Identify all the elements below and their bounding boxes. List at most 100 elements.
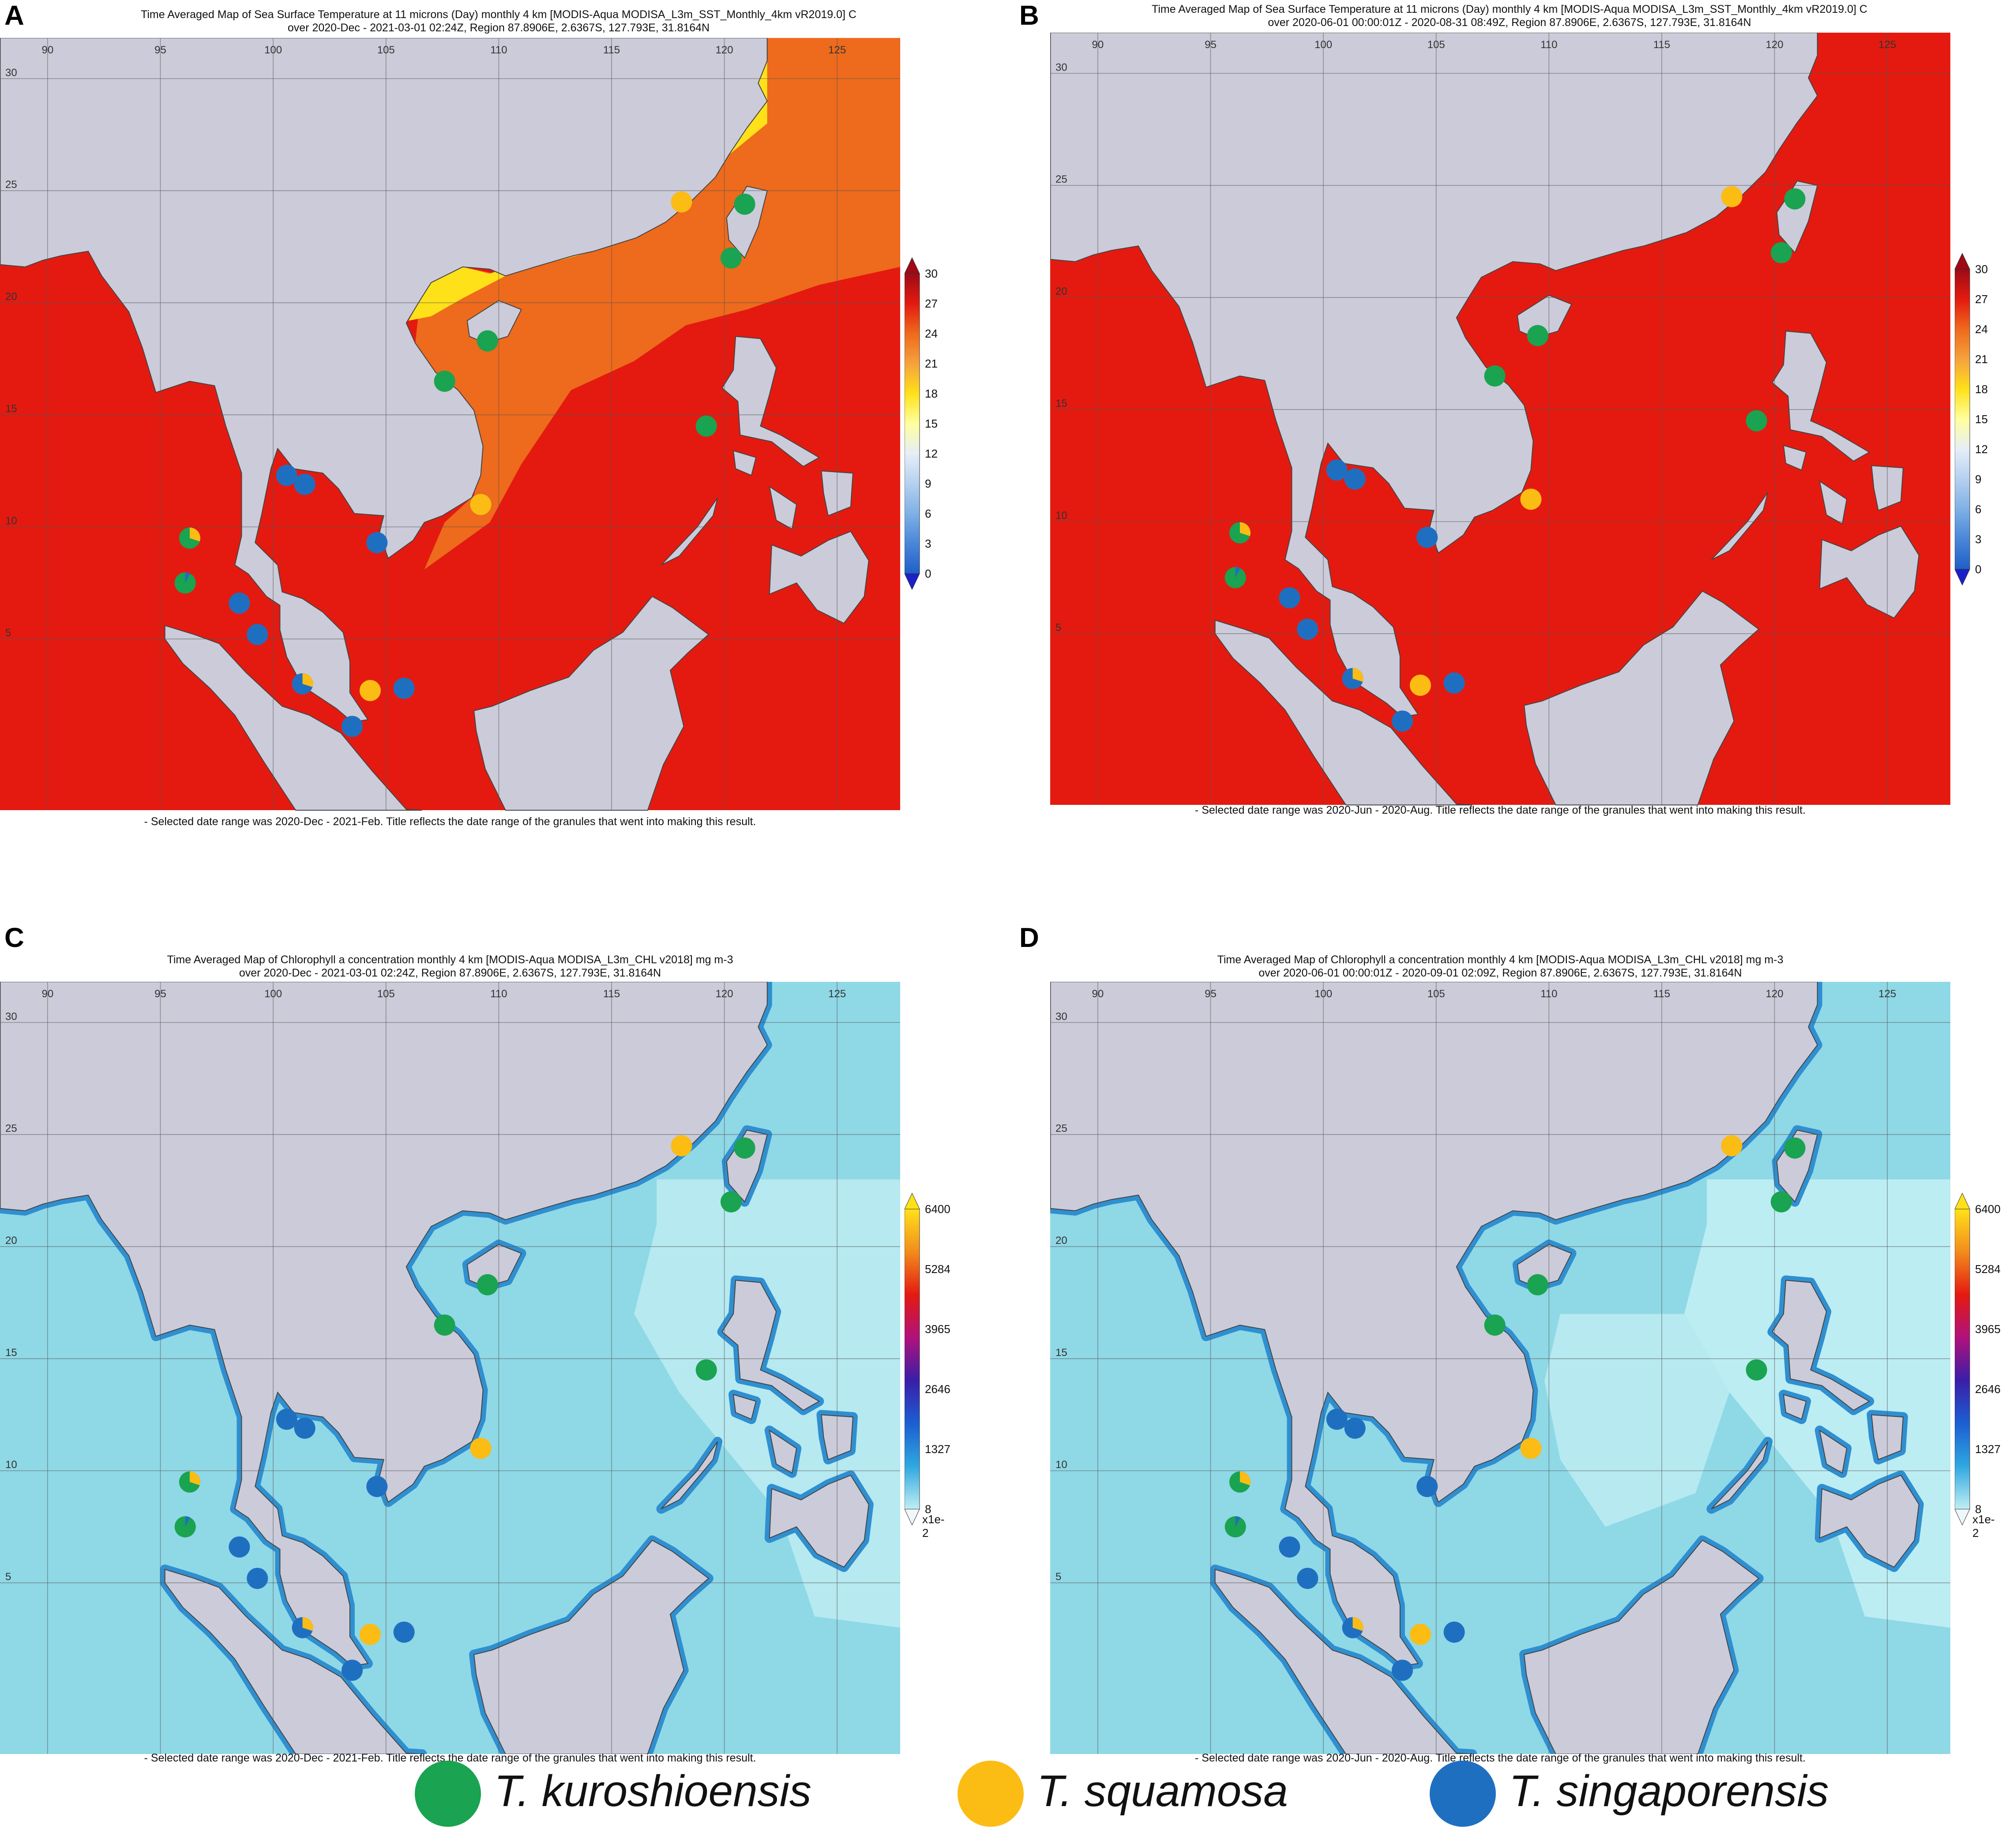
- land-mass: [1819, 1475, 1919, 1568]
- site-dot-kuroshioensis: [434, 1314, 455, 1336]
- lon-tick-label: 90: [1092, 39, 1104, 51]
- land-mass: [769, 1475, 869, 1568]
- lon-tick-label: 105: [1427, 988, 1445, 1000]
- colorbar-svg: [905, 257, 920, 590]
- land-mass: [0, 982, 768, 1667]
- site-dot-squamosa: [1721, 186, 1743, 207]
- sampling-site-marker: [1484, 1314, 1506, 1336]
- site-dot-singaporensis: [1344, 468, 1366, 490]
- sampling-site-marker: [1297, 618, 1318, 640]
- panel-title-line2: over 2020-Dec - 2021-03-01 02:24Z, Regio…: [287, 22, 710, 34]
- sampling-site-marker: [1409, 1623, 1431, 1645]
- sampling-site-marker: [179, 1471, 200, 1493]
- site-dot-singaporensis: [276, 1409, 297, 1430]
- lon-tick-label: 90: [1092, 988, 1104, 1000]
- lon-tick-label: 90: [41, 988, 53, 1000]
- sampling-site-marker: [359, 680, 381, 701]
- colorbar-min-arrow: [905, 1509, 920, 1526]
- sampling-site-marker: [470, 1438, 492, 1459]
- land-mass: [164, 1569, 422, 1754]
- sampling-site-marker: [1746, 1359, 1767, 1381]
- lon-tick-label: 110: [490, 988, 507, 1000]
- site-dot-singaporensis: [1416, 1476, 1438, 1497]
- sampling-site-marker: [247, 624, 268, 645]
- colorbar-tick-label: 21: [1975, 353, 1988, 366]
- lat-tick-label: 5: [1055, 1571, 1061, 1583]
- site-dot-kuroshioensis: [720, 1191, 742, 1213]
- sampling-site-marker: [734, 1137, 755, 1159]
- site-dot-squamosa: [470, 494, 492, 515]
- sampling-site-marker: [229, 592, 250, 614]
- colorbar-svg: [905, 1192, 920, 1526]
- sampling-site-marker: [292, 1617, 313, 1638]
- legend-label-kuroshioensis: T. kuroshioensis: [494, 1766, 811, 1816]
- sampling-site-marker: [174, 572, 196, 594]
- lat-tick-label: 30: [1055, 61, 1067, 73]
- lon-tick-label: 95: [154, 988, 166, 1000]
- site-dot-singaporensis: [229, 592, 250, 614]
- chl-map: 90 95 100 105 110 115 120 125 5 10 15 20 25 30: [0, 982, 900, 1754]
- sampling-site-marker: [434, 1314, 455, 1336]
- lat-tick-label: 30: [5, 67, 17, 79]
- lon-tick-label: 90: [41, 44, 53, 56]
- cool-sea-region: [415, 38, 900, 570]
- land-mass: [1524, 1540, 1760, 1754]
- sampling-site-marker: [734, 193, 755, 215]
- colorbar-unit-label: x1e-2: [1972, 1513, 1995, 1540]
- site-dot-singaporensis: [366, 532, 388, 553]
- sst-colorbar: 30 27 24 21 18 15 12 9 6 3 0: [1955, 252, 1988, 596]
- colorbar-tick-label: 3: [1975, 533, 1982, 546]
- colorbar-min-arrow: [905, 573, 920, 590]
- sampling-site-marker: [477, 1274, 498, 1296]
- land-mass: [732, 1394, 757, 1420]
- land-mass: [769, 1429, 797, 1474]
- sampling-site-marker: [276, 1409, 297, 1430]
- colorbar-min-arrow: [1955, 1509, 1970, 1526]
- sst-map: 90 95 100 105 110 115 120 125 5 10 15 20 25 30: [1050, 33, 1950, 806]
- lon-tick-label: 125: [1878, 988, 1896, 1000]
- oligotrophic-region: [1544, 1314, 1730, 1527]
- sampling-site-marker: [1279, 1536, 1300, 1558]
- colorbar-tick-label: 18: [925, 387, 938, 400]
- panel-footer: - Selected date range was 2020-Jun - 202…: [1194, 1752, 1806, 1764]
- site-dot-kuroshioensis: [1770, 1191, 1792, 1213]
- colorbar-tick-label: 3965: [925, 1322, 950, 1336]
- land-mass: [1524, 590, 1760, 806]
- lat-tick-label: 20: [5, 291, 17, 303]
- lat-tick-label: 5: [5, 1571, 11, 1583]
- colorbar-tick-label: 1327: [1975, 1442, 2001, 1456]
- site-dot-singaporensis: [393, 677, 415, 699]
- legend-swatch-singaporensis: [1430, 1761, 1496, 1827]
- site-dot-singaporensis: [1279, 1536, 1300, 1558]
- legend-swatch-squamosa: [958, 1761, 1024, 1827]
- lat-tick-label: 20: [1055, 1235, 1067, 1247]
- lon-tick-label: 100: [264, 44, 282, 56]
- sampling-site-marker: [1520, 1438, 1542, 1459]
- colorbar-max-arrow: [905, 1192, 920, 1209]
- site-dot-singaporensis: [229, 1536, 250, 1558]
- sampling-site-marker: [1344, 1417, 1366, 1439]
- lon-tick-label: 110: [1540, 39, 1557, 51]
- sampling-site-marker: [1721, 186, 1743, 207]
- species-legend: T. kuroshioensis T. squamosa T. singapor…: [0, 1761, 2013, 1827]
- panel-letter: A: [4, 0, 24, 31]
- panel-footer: - Selected date range was 2020-Dec - 202…: [144, 815, 756, 828]
- site-dot-singaporensis: [366, 1476, 388, 1497]
- site-dot-singaporensis: [342, 716, 363, 737]
- site-dot-squamosa: [359, 1623, 381, 1645]
- site-dot-kuroshioensis: [1784, 1137, 1806, 1159]
- site-dot-squamosa: [1520, 1438, 1542, 1459]
- site-dot-kuroshioensis: [734, 193, 755, 215]
- lon-tick-label: 120: [716, 44, 733, 56]
- site-dot-singaporensis: [1443, 672, 1465, 694]
- site-dot-kuroshioensis: [1746, 410, 1767, 432]
- sampling-site-marker: [393, 677, 415, 699]
- lat-tick-label: 5: [5, 627, 11, 639]
- sampling-site-marker: [1746, 410, 1767, 432]
- site-dot-squamosa: [1520, 488, 1542, 510]
- panel-letter: D: [1019, 923, 1039, 953]
- panel-title-line1: Time Averaged Map of Chlorophyll a conce…: [1217, 954, 1784, 966]
- colorbar-tick-label: 0: [1975, 563, 1982, 576]
- lon-tick-label: 120: [716, 988, 733, 1000]
- sst-map: 90 95 100 105 110 115 120 125 5 10 15 20 25 30: [0, 38, 900, 811]
